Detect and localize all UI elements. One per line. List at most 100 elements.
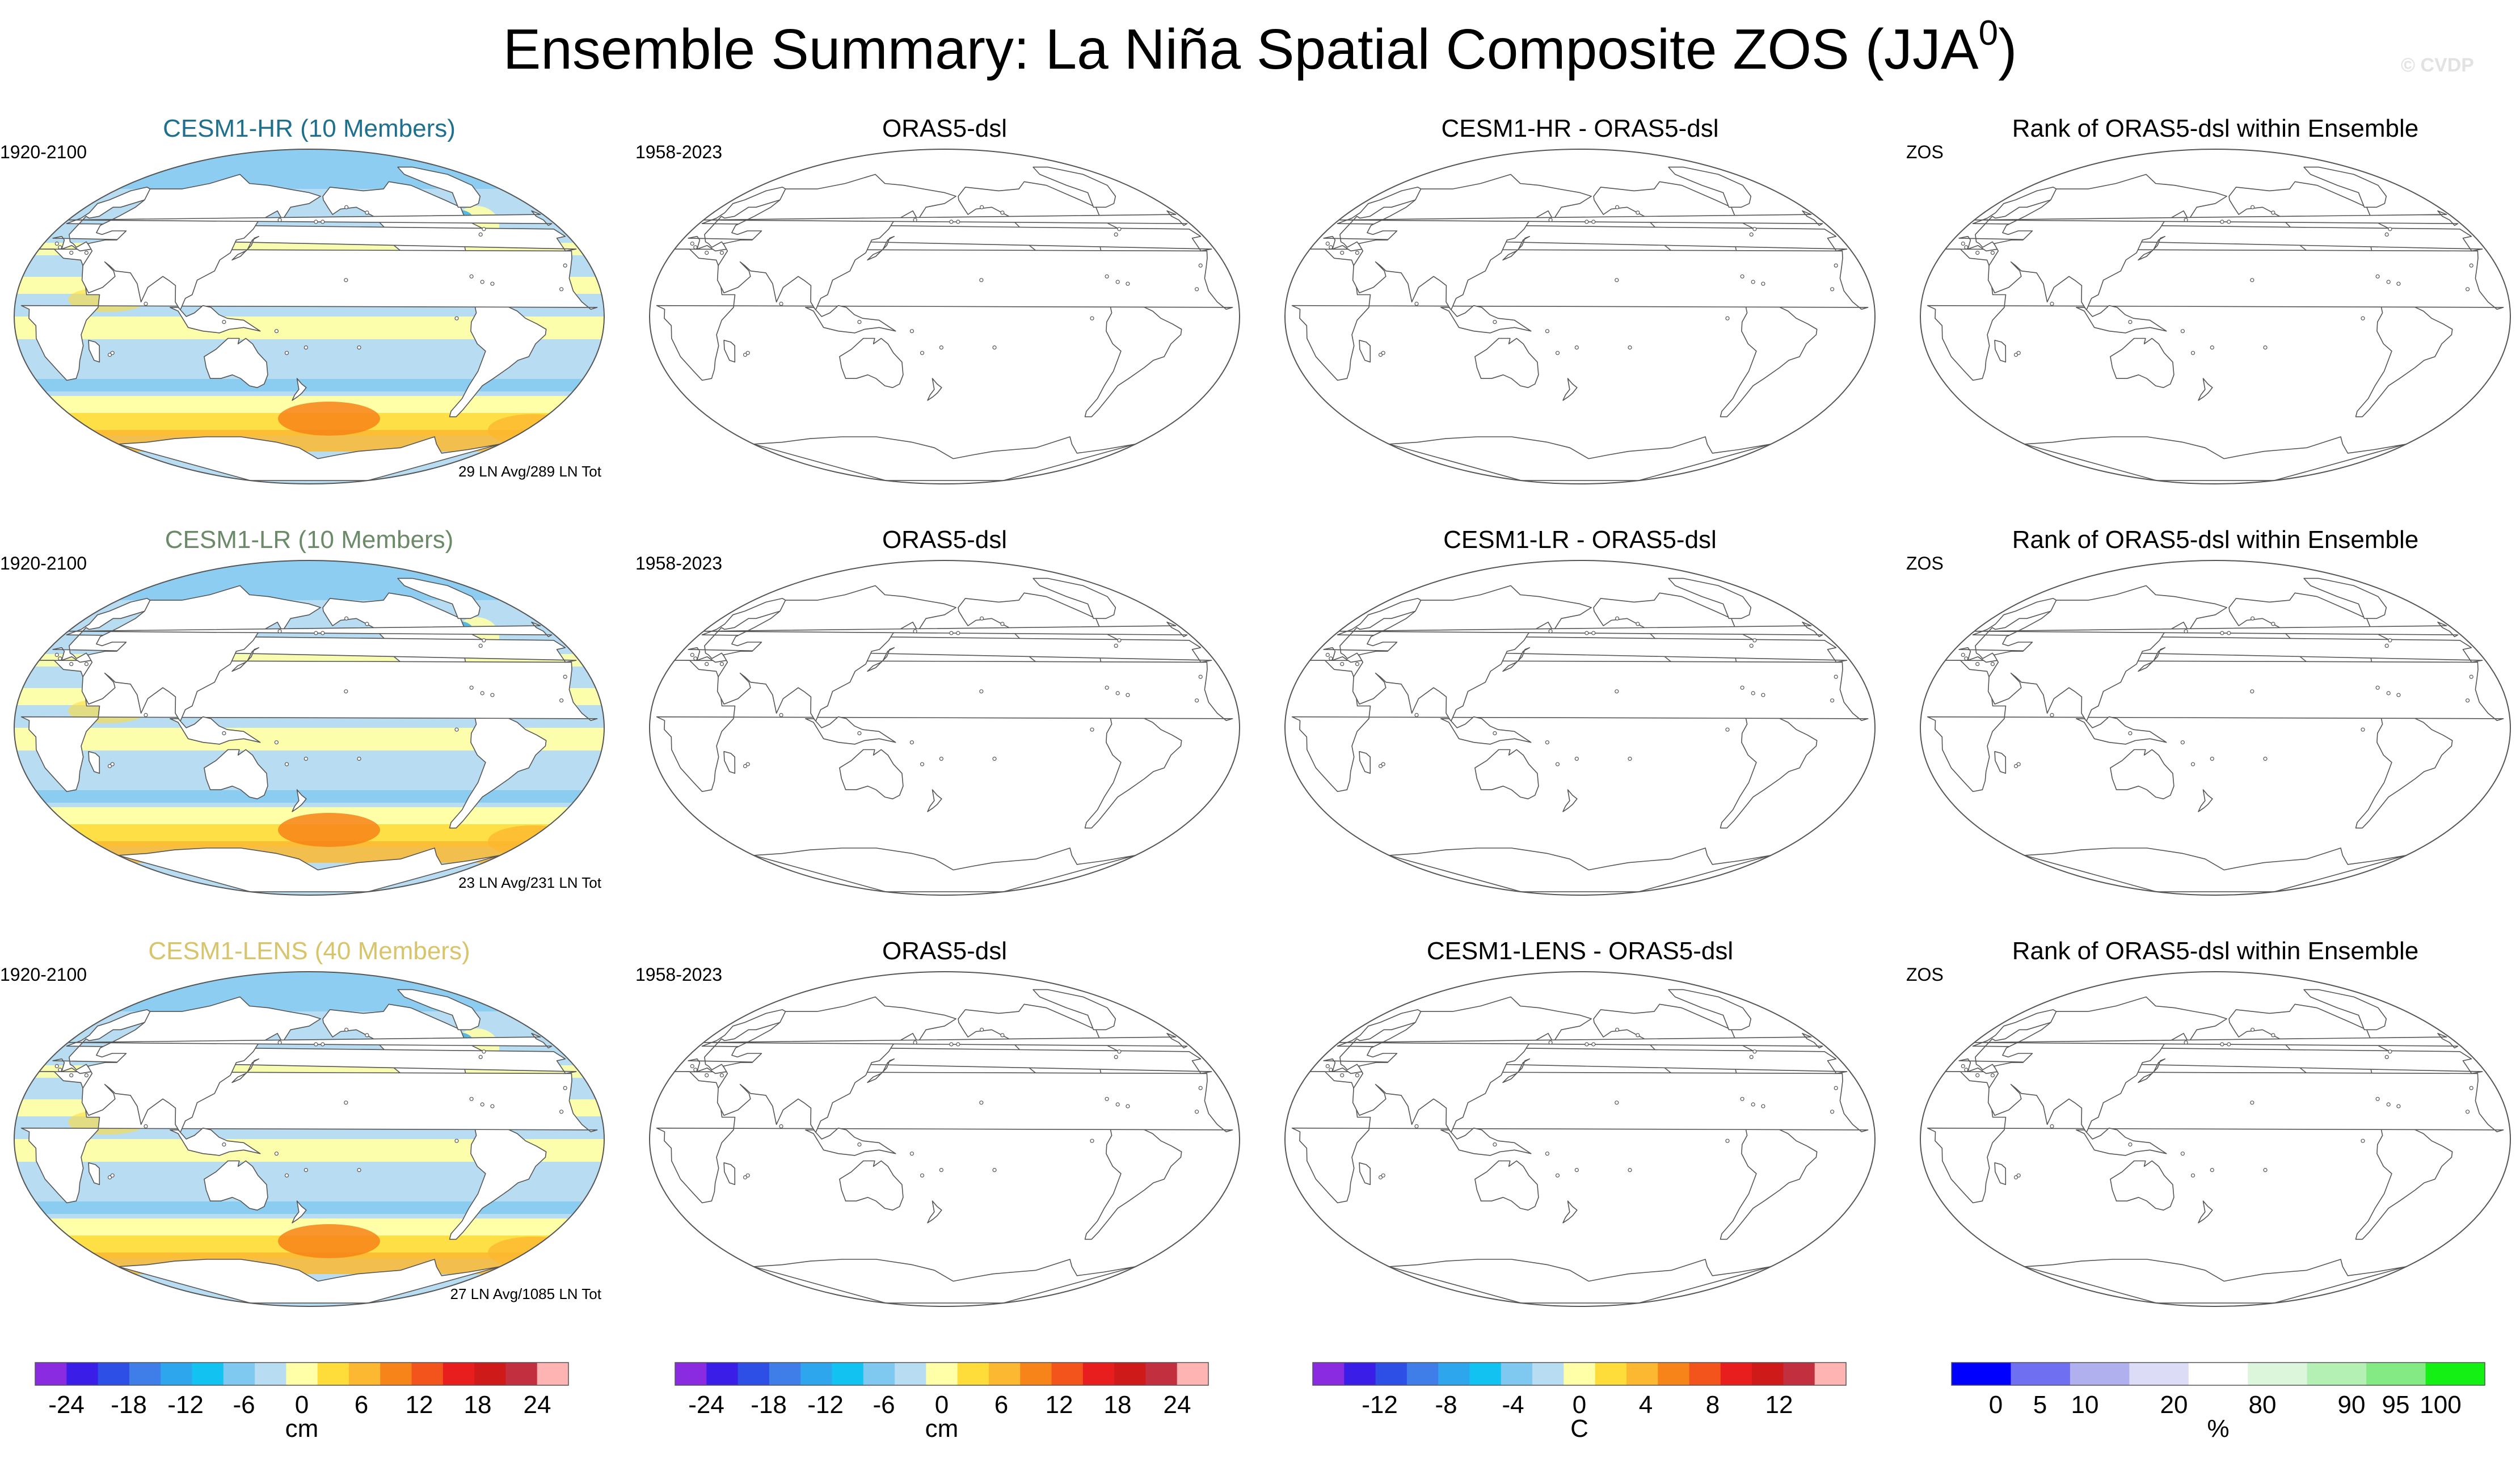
island: [949, 220, 954, 224]
panel-r0-c1: ORAS5-dsl 1958-2023: [635, 113, 1254, 511]
island: [1615, 689, 1619, 694]
island: [284, 351, 289, 355]
map-svg: [649, 971, 1240, 1307]
island: [1990, 1073, 1995, 1078]
island: [2384, 643, 2389, 648]
island: [1115, 280, 1120, 284]
map-layer: [656, 989, 1233, 1304]
island: [1378, 764, 1383, 769]
colorbar-tick-label: 90: [2337, 1391, 2366, 1419]
colorbar-tick-label: 6: [994, 1391, 1009, 1419]
page-title: Ensemble Summary: La Niña Spatial Compos…: [0, 12, 2520, 86]
contour-band: [14, 149, 604, 189]
land-ant: [1388, 436, 1772, 481]
island: [1545, 329, 1549, 334]
world-map-empty: [1282, 969, 1878, 1309]
island: [1493, 731, 1497, 736]
land-au: [1474, 1160, 1539, 1211]
colorbar-swatch: [1501, 1363, 1533, 1385]
island: [1198, 674, 1203, 679]
island: [490, 281, 495, 286]
island: [222, 1142, 226, 1147]
island: [2386, 280, 2391, 284]
island: [2263, 757, 2268, 761]
land-as: [717, 996, 956, 1138]
island: [1628, 1168, 1632, 1173]
island: [1355, 251, 1359, 255]
island: [1194, 698, 1199, 703]
island: [1325, 241, 1330, 246]
island: [2250, 689, 2254, 694]
land-uk: [1338, 1032, 1823, 1049]
island: [1591, 1042, 1596, 1047]
island: [469, 274, 474, 279]
island: [913, 1040, 917, 1045]
colorbar-outline: [675, 1362, 1209, 1386]
island: [1615, 1027, 1620, 1032]
island: [110, 1173, 115, 1178]
colorbar-swatch: [675, 1363, 707, 1385]
land-madg: [1359, 340, 1371, 363]
map-border: [14, 560, 605, 896]
island: [1000, 1033, 1005, 1038]
island: [1105, 1097, 1109, 1101]
map-border: [649, 560, 1240, 896]
land-as: [81, 585, 321, 727]
land-uk: [703, 621, 1188, 638]
island: [2210, 1168, 2214, 1173]
island: [1585, 220, 1589, 224]
land-gl: [1668, 577, 1752, 619]
land-idn: [170, 1127, 261, 1156]
colorbar-tick-label: 24: [1163, 1391, 1191, 1419]
map-layer: [1291, 989, 1869, 1304]
island: [1725, 316, 1730, 320]
land-madg: [88, 751, 100, 774]
island: [979, 689, 984, 694]
panel-r0-c3: Rank of ORAS5-dsl within Ensemble ZOS: [1906, 113, 2520, 511]
island: [1414, 712, 1419, 718]
land-ant: [753, 1259, 1136, 1304]
island: [478, 643, 483, 648]
colorbar-tick-label: -12: [807, 1391, 844, 1419]
island: [2396, 693, 2401, 697]
land-gl: [1033, 989, 1116, 1031]
land-idn: [805, 305, 896, 334]
colorbar-swatch: [1344, 1363, 1376, 1385]
colorbar-swatch: [35, 1363, 67, 1385]
island: [1830, 698, 1835, 703]
island: [1752, 1049, 1757, 1054]
land-madg: [723, 1162, 736, 1186]
island: [454, 1138, 459, 1143]
panel-r0-c2: CESM1-HR - ORAS5-dsl: [1271, 113, 1889, 511]
island: [1740, 1097, 1744, 1101]
colorbar-swatch: [255, 1363, 286, 1385]
colorbar-swatches: [1312, 1362, 1847, 1386]
map-layer: [14, 560, 604, 895]
land-jp: [2138, 1058, 2165, 1083]
island: [1126, 1104, 1130, 1108]
colorbar-rank-percent: 0 5 10 20 80 90 95 100 %: [1951, 1362, 2485, 1476]
island: [469, 1097, 474, 1101]
island: [2375, 1097, 2380, 1101]
island: [144, 712, 148, 718]
contour-band: [14, 790, 604, 803]
island: [1964, 1068, 1969, 1072]
panel-period-label: 1920-2100: [0, 142, 87, 162]
land-sa: [1084, 1118, 1182, 1240]
island: [222, 320, 226, 324]
colorbar-swatch: [1626, 1363, 1658, 1385]
contour-band: [14, 379, 604, 391]
island: [1725, 727, 1730, 732]
island: [939, 345, 943, 350]
island: [1990, 662, 1995, 667]
land-jp: [2138, 235, 2165, 261]
island: [1574, 345, 1579, 350]
island: [1961, 1064, 1965, 1069]
island: [719, 1073, 724, 1078]
land-madg: [1994, 340, 2007, 363]
panel-title: Rank of ORAS5-dsl within Ensemble: [2012, 526, 2419, 554]
world-map-field: [11, 558, 607, 898]
map-border: [1284, 971, 1876, 1307]
land-au: [204, 1160, 268, 1211]
island: [144, 1124, 148, 1129]
